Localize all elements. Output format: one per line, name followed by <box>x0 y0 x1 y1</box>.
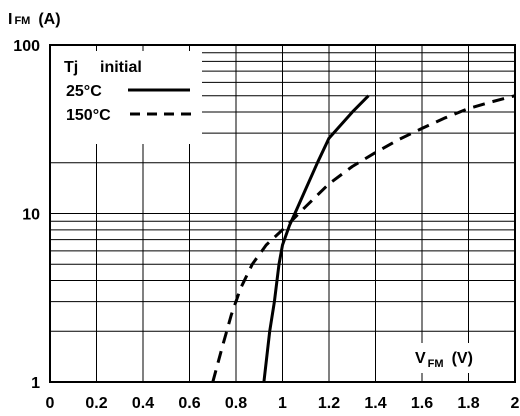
series-1-line <box>211 94 516 383</box>
x-tick-label: 1.8 <box>457 395 479 412</box>
x-tick-label: 1.6 <box>411 395 433 412</box>
x-tick-label: 1.4 <box>364 395 386 412</box>
x-axis-label-bg <box>408 343 508 373</box>
svg-text:VFM(V): V FM (V) <box>415 350 473 370</box>
ticks: 0 0.2 0.4 0.6 0.8 1 1.2 1.4 1.6 1.8 2 1 10 100 <box>13 38 519 412</box>
x-tick-label: 1.2 <box>318 395 340 412</box>
legend-box <box>50 51 202 144</box>
x-axis-label: V FM (V) <box>408 343 508 373</box>
legend-label-150c: 150°C <box>66 107 111 124</box>
y-tick-label: 100 <box>13 38 40 55</box>
plot-frame <box>49 44 516 383</box>
x-tick-label: 0 <box>46 395 55 412</box>
x-tick-label: 0.6 <box>178 395 200 412</box>
x-tick-label: 1 <box>278 395 287 412</box>
y-axis-label: I FM (A) <box>8 11 61 28</box>
curves <box>211 94 516 383</box>
y-tick-label: 10 <box>22 207 40 224</box>
x-tick-label: 0.2 <box>85 395 107 412</box>
legend-title-left: Tj <box>64 59 78 76</box>
series-0-line <box>262 94 370 383</box>
legend-label-25c: 25°C <box>66 83 102 100</box>
legend: Tj initial 25°C 150°C <box>50 51 202 144</box>
x-tick-label: 2 <box>511 395 520 412</box>
x-tick-label: 0.8 <box>225 395 247 412</box>
y-tick-label: 1 <box>31 375 40 392</box>
legend-title-right: initial <box>100 59 142 76</box>
x-tick-label: 0.4 <box>132 395 154 412</box>
